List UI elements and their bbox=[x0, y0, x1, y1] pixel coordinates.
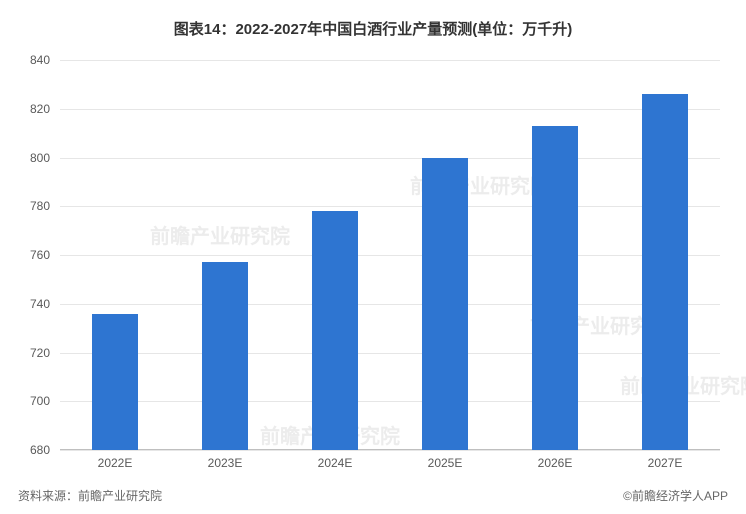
x-tick-label: 2024E bbox=[295, 456, 375, 470]
chart-title: 图表14：2022-2027年中国白酒行业产量预测(单位：万千升) bbox=[0, 0, 746, 39]
x-tick-label: 2023E bbox=[185, 456, 265, 470]
y-tick-label: 680 bbox=[0, 443, 50, 457]
y-tick-label: 740 bbox=[0, 297, 50, 311]
gridline bbox=[60, 353, 720, 354]
bar bbox=[312, 211, 358, 450]
copyright-text: ©前瞻经济学人APP bbox=[623, 487, 728, 504]
gridline bbox=[60, 206, 720, 207]
y-tick-label: 700 bbox=[0, 394, 50, 408]
x-tick-label: 2022E bbox=[75, 456, 155, 470]
gridline bbox=[60, 401, 720, 402]
x-tick-label: 2025E bbox=[405, 456, 485, 470]
chart-footer: 资料来源：前瞻产业研究院 ©前瞻经济学人APP bbox=[18, 487, 728, 504]
gridline bbox=[60, 60, 720, 61]
y-tick-label: 720 bbox=[0, 346, 50, 360]
y-tick-label: 820 bbox=[0, 102, 50, 116]
gridline bbox=[60, 304, 720, 305]
y-tick-label: 760 bbox=[0, 248, 50, 262]
bar bbox=[642, 94, 688, 450]
gridline bbox=[60, 450, 720, 451]
gridline bbox=[60, 109, 720, 110]
x-tick-label: 2026E bbox=[515, 456, 595, 470]
y-tick-label: 780 bbox=[0, 199, 50, 213]
bar bbox=[532, 126, 578, 450]
y-tick-label: 840 bbox=[0, 53, 50, 67]
gridline bbox=[60, 255, 720, 256]
chart-plot-area: 前瞻产业研究院前瞻产业研究院前瞻产业研究院前瞻产业研究院前瞻产业研究院68070… bbox=[60, 60, 720, 450]
x-axis-line bbox=[60, 449, 720, 450]
x-tick-label: 2027E bbox=[625, 456, 705, 470]
bar bbox=[92, 314, 138, 451]
watermark-text: 前瞻产业研究院 bbox=[150, 220, 290, 249]
bar bbox=[202, 262, 248, 450]
source-text: 资料来源：前瞻产业研究院 bbox=[18, 489, 162, 503]
bar bbox=[422, 158, 468, 451]
gridline bbox=[60, 158, 720, 159]
y-tick-label: 800 bbox=[0, 151, 50, 165]
